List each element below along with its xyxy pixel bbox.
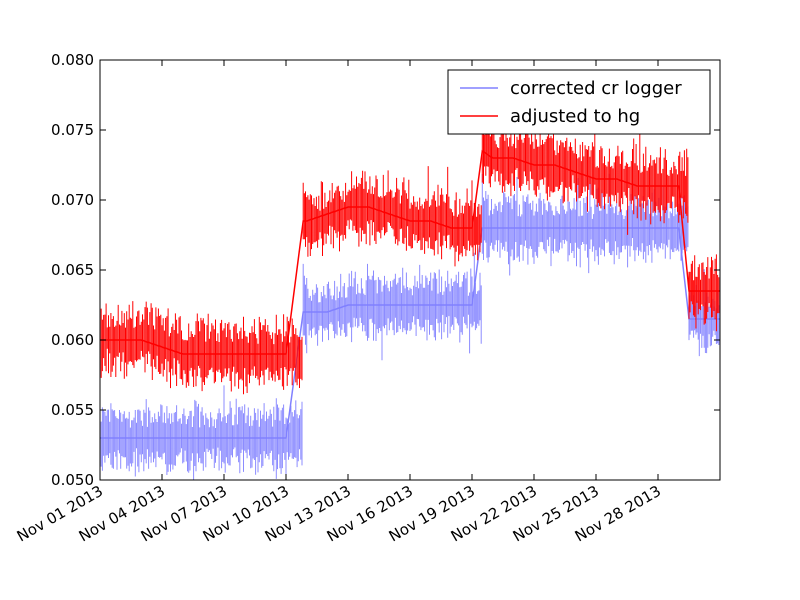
legend-box bbox=[447, 69, 711, 135]
series-line-0 bbox=[100, 227, 720, 439]
y-tick-label: 0.050 bbox=[51, 471, 94, 489]
y-tick-label: 0.065 bbox=[51, 261, 94, 279]
y-tick-label: 0.055 bbox=[51, 401, 94, 419]
y-tick-label: 0.070 bbox=[51, 191, 94, 209]
series-0 bbox=[100, 172, 720, 480]
series-1 bbox=[100, 109, 720, 395]
series-layer bbox=[100, 109, 720, 480]
legend: corrected cr logger adjusted to hg bbox=[447, 69, 711, 135]
y-tick-label: 0.080 bbox=[51, 51, 94, 69]
y-tick-label: 0.075 bbox=[51, 121, 94, 139]
legend-label: adjusted to hg bbox=[510, 106, 640, 127]
series-line-1 bbox=[100, 149, 720, 355]
y-tick-label: 0.060 bbox=[51, 331, 94, 349]
series-noise-1 bbox=[100, 109, 720, 395]
legend-label: corrected cr logger bbox=[510, 78, 682, 99]
